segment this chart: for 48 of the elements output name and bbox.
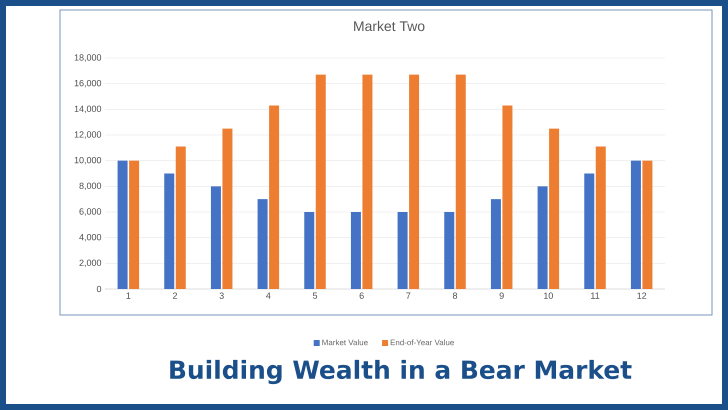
bar: [584, 174, 594, 289]
y-tick-label: 4,000: [79, 234, 102, 242]
y-tick-label: 16,000: [74, 80, 102, 88]
x-tick-label: 11: [591, 292, 600, 299]
bar: [538, 186, 548, 289]
bar: [269, 105, 280, 289]
bar: [118, 160, 128, 289]
text: Building Wealth in a Bear Market: [170, 360, 632, 384]
bar: [362, 74, 372, 289]
bar: [222, 128, 232, 289]
x-tick-label: 7: [406, 292, 410, 299]
bar: [502, 105, 512, 289]
bar: [409, 74, 420, 289]
y-tick-label: 18,000: [74, 54, 102, 62]
bar: [316, 74, 326, 289]
x-tick-label: 5: [312, 292, 318, 299]
bar: [456, 74, 466, 289]
bar: [350, 212, 361, 289]
x-tick-label: 4: [266, 292, 271, 299]
chart-title: Market Two: [354, 20, 424, 32]
bar: [210, 186, 221, 289]
y-tick-label: 2,000: [80, 260, 102, 268]
bar: [630, 160, 641, 289]
x-tick-label: 6: [360, 292, 364, 299]
bar: [304, 212, 314, 289]
y-tick-label: 12,000: [74, 131, 102, 139]
bar: [398, 212, 408, 289]
x-tick-label: 10: [544, 292, 553, 299]
y-tick-label: 14,000: [74, 106, 102, 114]
y-tick-label: 8,000: [79, 182, 102, 190]
x-tick-label: 2: [172, 292, 178, 299]
bar: [444, 212, 454, 289]
y-tick-label: 10,000: [74, 156, 102, 164]
bar: [549, 128, 560, 289]
bar: [642, 160, 652, 289]
bar: [490, 199, 501, 289]
x-tick-label: 8: [452, 292, 458, 299]
bar: [596, 146, 606, 289]
x-tick-label: 9: [500, 292, 504, 299]
x-tick-label: 3: [220, 292, 224, 299]
bar: [176, 146, 186, 289]
bar: [258, 199, 268, 289]
y-tick-label: 6,000: [80, 208, 102, 216]
x-tick-label: 1: [126, 292, 130, 299]
x-tick-label: 12: [637, 292, 646, 299]
bar: [164, 174, 174, 289]
y-tick-label: 0: [96, 286, 102, 292]
bar: [129, 160, 140, 289]
